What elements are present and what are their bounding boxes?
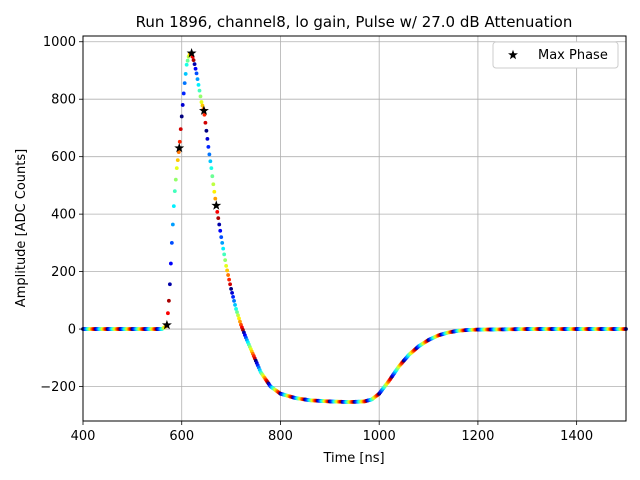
waveform-point xyxy=(207,152,212,157)
waveform-point xyxy=(179,114,184,119)
legend-star-marker xyxy=(508,49,518,60)
x-tick-label: 1200 xyxy=(461,429,494,444)
waveform-point xyxy=(219,235,224,240)
waveform-point xyxy=(167,282,172,287)
waveform-point xyxy=(215,209,220,214)
waveform-point xyxy=(213,196,218,201)
waveform-point xyxy=(170,222,175,227)
y-tick-label: 0 xyxy=(68,323,76,338)
waveform-point xyxy=(199,100,204,104)
waveform-point xyxy=(218,228,223,233)
max-phase-star xyxy=(211,200,222,210)
y-axis: −200 0 200 400 600 800 1000 xyxy=(40,35,83,395)
waveform-point xyxy=(175,158,180,163)
waveform-point xyxy=(224,263,229,268)
waveform-point xyxy=(194,71,199,76)
waveform-point xyxy=(195,77,200,81)
waveform-point xyxy=(178,127,183,131)
x-tick-label: 1000 xyxy=(363,429,396,444)
waveform-point xyxy=(227,277,232,282)
x-tick-label: 600 xyxy=(169,429,194,444)
waveform-point xyxy=(210,174,215,179)
waveform-point xyxy=(212,189,217,194)
max-phase-star xyxy=(199,105,209,115)
max-phase-star xyxy=(161,319,172,330)
waveform-point xyxy=(172,189,177,194)
waveform-point xyxy=(181,91,186,96)
plot-area xyxy=(81,48,628,404)
waveform-point xyxy=(206,145,211,149)
waveform-point xyxy=(166,298,171,303)
y-tick-label: 400 xyxy=(51,208,76,223)
y-axis-label: Amplitude [ADC Counts] xyxy=(14,149,29,307)
waveform-point xyxy=(166,311,170,316)
max-phase-star xyxy=(174,142,185,153)
waveform-point xyxy=(230,290,234,295)
max-phase-star xyxy=(186,48,197,58)
y-tick-label: 600 xyxy=(51,150,76,165)
plot-frame xyxy=(82,35,627,422)
waveform-point xyxy=(235,310,239,315)
chart-title: Run 1896, channel8, lo gain, Pulse w/ 27… xyxy=(136,13,573,31)
waveform-point xyxy=(223,258,228,262)
waveform-point xyxy=(226,273,231,277)
waveform-point xyxy=(222,252,227,257)
y-tick-label: 200 xyxy=(51,265,76,280)
waveform-point xyxy=(232,299,236,303)
x-tick-label: 800 xyxy=(268,429,293,444)
waveform-point xyxy=(198,94,203,99)
waveform-point xyxy=(177,139,182,144)
legend: Max Phase xyxy=(492,41,619,69)
waveform-point xyxy=(185,58,190,63)
waveform-point xyxy=(191,58,196,63)
y-tick-label: 1000 xyxy=(43,35,76,50)
waveform-point xyxy=(217,222,222,227)
waveform-point xyxy=(204,128,209,133)
waveform-point xyxy=(209,166,214,171)
x-tick-label: 400 xyxy=(71,429,96,444)
waveform-point xyxy=(237,316,241,321)
waveform-point xyxy=(211,182,216,187)
x-tick-label: 1400 xyxy=(560,429,593,444)
waveform-point xyxy=(216,216,221,221)
waveform-point xyxy=(203,120,208,125)
waveform-point xyxy=(200,103,205,108)
waveform-point xyxy=(192,62,197,67)
waveform-point xyxy=(193,66,198,71)
waveform-point xyxy=(236,313,240,318)
waveform-point xyxy=(208,159,213,164)
waveform-point xyxy=(182,81,187,86)
waveform-point xyxy=(233,303,237,307)
waveform-point xyxy=(183,72,188,76)
waveform-point xyxy=(173,177,178,182)
waveform-point xyxy=(220,240,225,245)
y-tick-label: −200 xyxy=(40,380,76,395)
waveform-point xyxy=(225,268,230,273)
waveform-point xyxy=(197,88,202,93)
waveform-point xyxy=(196,82,201,87)
waveform-point xyxy=(171,204,176,208)
legend-label: Max Phase xyxy=(538,48,608,63)
waveform-point xyxy=(238,319,242,324)
waveform-point xyxy=(180,103,185,107)
waveform-point xyxy=(184,62,189,67)
waveform-point xyxy=(169,240,174,245)
waveform-point xyxy=(174,166,179,171)
waveform-point xyxy=(228,282,233,287)
waveform-point xyxy=(231,294,235,299)
legend-box xyxy=(492,41,619,69)
waveform-point xyxy=(234,307,238,311)
waveform-point xyxy=(229,286,233,291)
x-axis-label: Time [ns] xyxy=(322,451,384,466)
waveform-point xyxy=(168,261,173,266)
waveform-point xyxy=(221,246,226,251)
waveform-point xyxy=(205,136,210,141)
x-axis: 400 600 800 1000 1200 1400 xyxy=(71,421,593,444)
y-tick-label: 800 xyxy=(51,93,76,108)
